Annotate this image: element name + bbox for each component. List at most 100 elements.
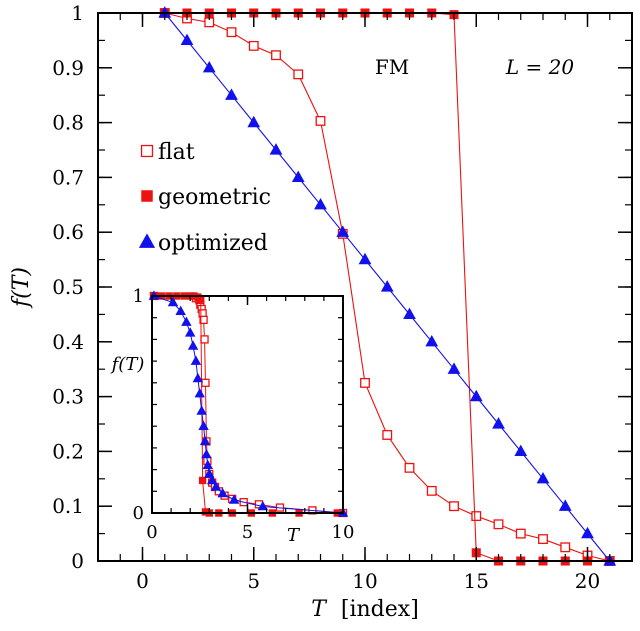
main-flat-point [560, 542, 571, 553]
inset-x-tick-label: 0 [146, 522, 157, 543]
main-y-tick-label: 0.5 [52, 275, 84, 299]
inset-optimized-point [201, 448, 212, 459]
inset-optimized-point [202, 459, 213, 470]
inset-geometric-point [201, 508, 210, 516]
legend-optimized-label: optimized [158, 231, 268, 256]
main-optimized-point [447, 362, 461, 374]
main-optimized-point [536, 471, 550, 484]
main-optimized-point [514, 444, 528, 457]
main-flat-point [515, 528, 526, 539]
legend-geometric-label: geometric [158, 185, 271, 210]
main-optimized-point [403, 307, 416, 320]
legend-geometric-marker [141, 190, 153, 202]
inset-flat-point [201, 378, 210, 387]
main-optimized-point [247, 115, 261, 128]
main-y-tick-label: 0 [71, 549, 84, 573]
legend-item-optimized: optimized [138, 231, 268, 256]
inset-series-optimized [148, 290, 349, 517]
inset-x-tick-label: 10 [332, 522, 355, 543]
legend-item-flat: flat [140, 140, 195, 165]
main-optimized-point [358, 252, 372, 265]
inset-flat-point [200, 335, 209, 344]
inset-optimized-point [206, 474, 218, 485]
inset-optimized-point [198, 420, 209, 430]
main-y-tick-label: 0.4 [52, 330, 84, 354]
main-y-tick-label: 0.2 [52, 439, 84, 463]
main-optimized-point [202, 60, 216, 73]
main-optimized-point [314, 197, 327, 210]
main-optimized-point [425, 334, 439, 347]
main-y-tick-label: 0.9 [52, 56, 84, 80]
inset-geometric-point [197, 296, 205, 305]
inset-optimized-point [184, 327, 196, 337]
main-optimized-point [558, 499, 572, 511]
main-optimized-point [380, 280, 394, 292]
main-flat-point [449, 501, 459, 512]
main-flat-point [538, 534, 548, 545]
main-flat-point [293, 69, 304, 80]
main-y-tick-label: 0.7 [52, 165, 84, 189]
main-optimized-point [180, 33, 194, 46]
phase-annotation: FM [375, 55, 409, 79]
main-x-tick-label: 0 [136, 569, 149, 593]
main-x-tick-label: 20 [575, 569, 600, 593]
main-x-axis-title-unit: [index] [341, 597, 419, 622]
main-series-optimized [158, 6, 617, 566]
inset-optimized-point [187, 340, 199, 350]
inset-optimized-point [257, 500, 268, 511]
main-optimized-point [469, 389, 483, 402]
legend-item-geometric: geometric [141, 185, 271, 210]
main-flat-point [404, 462, 415, 473]
inset-optimized-point [194, 388, 205, 398]
legend-flat-label: flat [158, 140, 195, 165]
main-y-tick-label: 1 [71, 1, 84, 25]
legend-optimized-marker [138, 233, 156, 248]
inset-y-tick-label: 1 [133, 286, 144, 307]
main-optimized-point [336, 225, 350, 237]
inset-optimized-point [210, 481, 222, 491]
inset-y-tick-label: 0 [133, 503, 144, 524]
inset-optimized-point [196, 405, 207, 415]
legend-flat-marker [140, 144, 154, 158]
inset-optimized-point [217, 487, 228, 498]
main-y-tick-label: 0.1 [52, 494, 84, 518]
main-x-axis-title: T [index] [311, 597, 419, 622]
main-flat-point [382, 430, 393, 440]
inset-optimized-point [228, 494, 240, 504]
main-x-tick-label: 5 [247, 569, 260, 593]
main-optimized-point [269, 143, 283, 155]
main-flat-point [248, 40, 259, 51]
inset-background [152, 296, 343, 513]
main-optimized-point [225, 88, 238, 100]
main-optimized-point [158, 6, 172, 18]
main-flat-point [315, 116, 326, 126]
main-flat-point [271, 50, 281, 61]
main-y-tick-label: 0.6 [52, 220, 84, 244]
inset-optimized-point [192, 372, 204, 383]
main-series-flat [159, 8, 615, 566]
inset-flat-point [199, 315, 208, 325]
main-x-tick-label: 10 [352, 569, 377, 593]
main-x-tick-label: 15 [464, 569, 489, 593]
inset-x-axis-title: T [287, 525, 301, 546]
inset-optimized-point [181, 316, 192, 326]
inset-optimized-point [190, 355, 202, 365]
main-optimized-point [291, 170, 305, 183]
size-annotation: L = 20 [505, 55, 574, 79]
main-optimized-point [492, 417, 505, 429]
legend: flat geometric optimized [138, 140, 271, 256]
main-y-tick-label: 0.3 [52, 385, 84, 409]
main-optimized-point [581, 526, 594, 539]
main-flat-point [471, 511, 482, 522]
inset-geometric-point [198, 476, 207, 485]
inset-optimized-point [175, 305, 186, 315]
inset-y-axis-title: f(T) [110, 354, 145, 375]
main-flat-point [493, 519, 504, 530]
inset-optimized-point [167, 296, 179, 307]
main-flat-point [426, 485, 437, 496]
inset-x-tick-label: 5 [242, 522, 253, 543]
main-flat-point [226, 27, 237, 38]
inset-optimized-point [199, 435, 211, 446]
main-y-tick-label: 0.8 [52, 111, 84, 135]
